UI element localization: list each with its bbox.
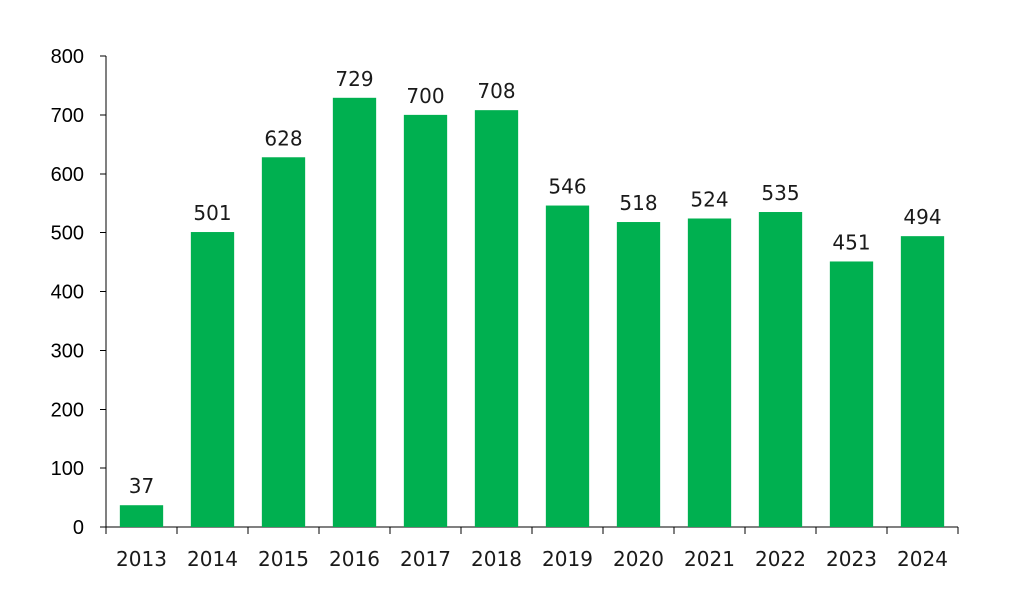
bar-2020	[616, 222, 661, 527]
x-tick-label: 2023	[826, 547, 877, 571]
x-tick-label: 2013	[116, 547, 167, 571]
x-tick-label: 2024	[897, 547, 948, 571]
data-label: 546	[548, 175, 586, 199]
y-tick-label: 800	[51, 46, 84, 68]
data-label: 501	[193, 201, 231, 225]
y-tick-label: 0	[73, 517, 84, 539]
y-tick-label: 400	[51, 282, 84, 304]
data-label: 729	[335, 67, 373, 91]
x-tick-label: 2020	[613, 547, 664, 571]
data-label: 494	[903, 205, 941, 229]
bar-2022	[758, 212, 803, 528]
bar-2019	[545, 205, 590, 528]
bar-2018	[474, 110, 519, 527]
x-tick-label: 2014	[187, 547, 238, 571]
y-tick-label: 100	[51, 458, 84, 480]
data-labels: 37 501 628 729 700 708 546 518 524 535 451 494	[129, 67, 942, 498]
x-tick-label: 2019	[542, 547, 593, 571]
y-tick-label: 500	[51, 223, 84, 245]
data-label: 37	[129, 474, 154, 498]
x-tick-label: 2015	[258, 547, 309, 571]
data-label: 628	[264, 126, 302, 150]
x-tick-label: 2016	[329, 547, 380, 571]
data-label: 451	[832, 230, 870, 254]
bar-2016	[332, 97, 377, 528]
bar-2024	[900, 236, 945, 527]
bar-2015	[261, 157, 306, 527]
data-label: 518	[619, 191, 657, 215]
data-label: 535	[761, 181, 799, 205]
y-tick-label: 300	[51, 340, 84, 362]
bar-2013	[119, 505, 164, 527]
x-tick-label: 2018	[471, 547, 522, 571]
y-axis: 0 100 200 300 400 500 600 700 800	[51, 46, 107, 539]
data-label: 708	[477, 79, 515, 103]
data-label: 524	[690, 187, 728, 211]
y-tick-label: 200	[51, 399, 84, 421]
bars	[119, 97, 945, 528]
y-tick-label: 600	[51, 164, 84, 186]
bar-2023	[829, 261, 874, 527]
y-tick-label: 700	[51, 105, 84, 127]
data-label: 700	[406, 84, 444, 108]
bar-2014	[190, 232, 235, 527]
bar-2017	[403, 114, 448, 527]
x-tick-label: 2021	[684, 547, 735, 571]
bar-2021	[687, 218, 732, 527]
x-tick-label: 2017	[400, 547, 451, 571]
x-axis: 2013 2014 2015 2016 2017 2018 2019 2020 2021 2022…	[105, 526, 959, 571]
x-tick-label: 2022	[755, 547, 806, 571]
